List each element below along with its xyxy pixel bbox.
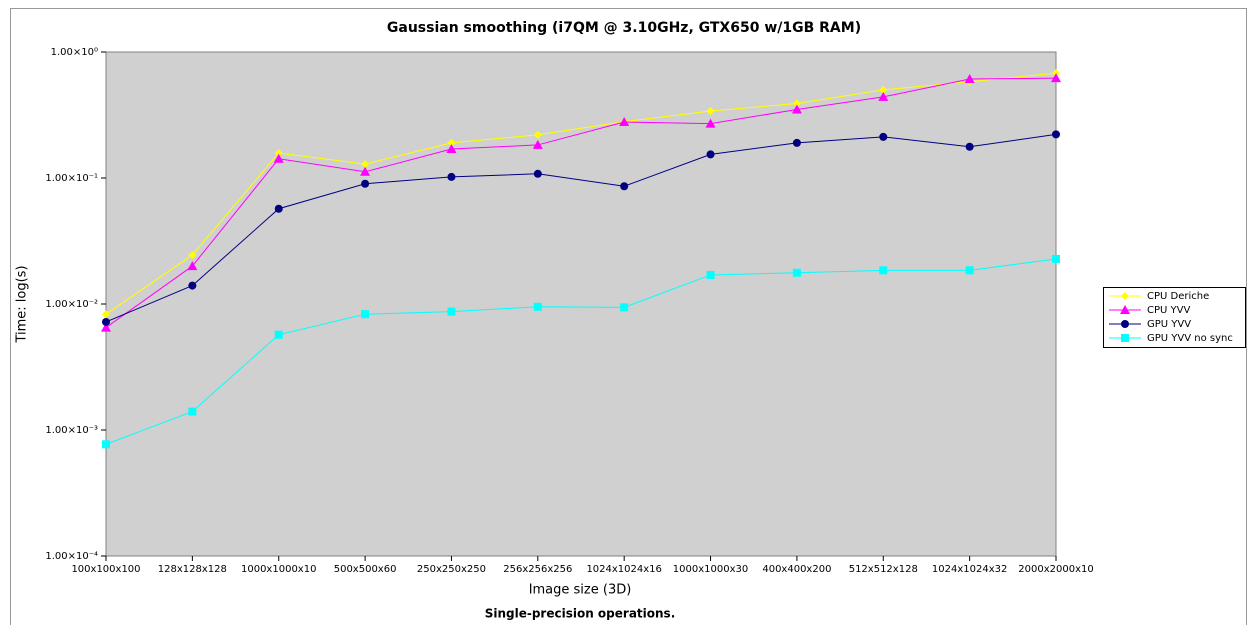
- legend-label: CPU Deriche: [1147, 291, 1209, 302]
- x-tick-label: 400x400x200: [762, 564, 831, 575]
- data-point: [879, 85, 888, 94]
- data-point: [447, 138, 456, 147]
- x-tick-label: 1024x1024x16: [586, 564, 661, 575]
- data-point: [360, 166, 371, 176]
- x-tick-label: 100x100x100: [71, 564, 140, 575]
- legend: CPU Deriche CPU YVV GPU YVV GPU YVV no sync: [1103, 287, 1246, 348]
- data-point: [274, 204, 283, 213]
- y-tick-label: 1.00×10⁻⁴: [45, 551, 98, 562]
- data-point: [533, 130, 542, 139]
- x-tick-label: 256x256x256: [503, 564, 572, 575]
- legend-marker: [1120, 305, 1130, 314]
- plot-area: [105, 51, 1057, 557]
- data-point: [187, 261, 198, 271]
- legend-label: GPU YVV no sync: [1147, 333, 1233, 344]
- data-point: [879, 266, 888, 275]
- data-point: [792, 99, 801, 108]
- data-point: [706, 107, 715, 116]
- data-point: [274, 330, 283, 339]
- x-tick-label: 1000x1000x10: [241, 564, 316, 575]
- data-point: [1051, 73, 1061, 83]
- data-point: [533, 302, 542, 311]
- y-tick-label: 1.00×10⁰: [51, 47, 98, 58]
- data-point: [965, 266, 974, 275]
- data-point: [361, 160, 370, 169]
- data-point: [447, 172, 456, 181]
- y-tick-label: 1.00×10⁻²: [45, 299, 98, 310]
- legend-label: CPU YVV: [1147, 305, 1190, 316]
- x-tick-label: 512x512x128: [849, 564, 918, 575]
- subtitle: Single-precision operations.: [485, 607, 676, 621]
- data-point: [188, 281, 197, 290]
- data-point: [533, 169, 542, 178]
- data-point: [532, 139, 543, 149]
- series-line: [105, 133, 1057, 323]
- data-point: [1052, 254, 1060, 263]
- y-tick-label: 1.00×10⁻³: [45, 425, 98, 436]
- data-point: [879, 132, 888, 141]
- data-point: [361, 179, 370, 188]
- data-point: [361, 310, 370, 319]
- data-point: [102, 310, 110, 319]
- data-point: [188, 250, 197, 259]
- data-point: [1052, 69, 1060, 78]
- data-point: [188, 407, 197, 416]
- y-tick-label: 1.00×10⁻¹: [45, 173, 98, 184]
- series-line: [105, 72, 1057, 315]
- legend-label: GPU YVV: [1147, 319, 1191, 330]
- x-tick-label: 500x500x60: [334, 564, 397, 575]
- data-point: [620, 303, 629, 312]
- data-point: [964, 74, 975, 84]
- data-point: [792, 138, 801, 147]
- data-point: [792, 268, 801, 277]
- x-tick-label: 128x128x128: [158, 564, 227, 575]
- data-point: [446, 143, 457, 153]
- series-line: [105, 77, 1057, 328]
- x-tick-label: 1000x1000x30: [673, 564, 748, 575]
- x-tick-label: 250x250x250: [417, 564, 486, 575]
- legend-marker: [1121, 320, 1129, 328]
- x-tick-label: 2000x2000x10: [1018, 564, 1093, 575]
- data-point: [274, 148, 283, 157]
- x-axis-label: Image size (3D): [529, 583, 632, 598]
- chart-title: Gaussian smoothing (i7QM @ 3.10GHz, GTX6…: [387, 20, 861, 36]
- x-tick-label: 1024x1024x32: [932, 564, 1007, 575]
- data-point: [706, 150, 715, 159]
- data-point: [273, 153, 284, 163]
- data-point: [620, 182, 629, 191]
- data-point: [1052, 130, 1060, 139]
- data-point: [705, 118, 716, 128]
- chart-frame: [10, 8, 1247, 625]
- data-point: [791, 104, 802, 114]
- data-point: [102, 440, 110, 449]
- data-point: [101, 322, 111, 332]
- legend-marker: [1121, 334, 1129, 342]
- data-point: [102, 317, 110, 326]
- data-point: [619, 117, 630, 127]
- data-point: [447, 307, 456, 316]
- y-axis-label: Time: log(s): [15, 265, 30, 343]
- data-point: [878, 91, 889, 101]
- data-point: [965, 142, 974, 151]
- series-line: [105, 258, 1057, 445]
- legend-marker: [1121, 292, 1129, 300]
- data-point: [706, 270, 715, 279]
